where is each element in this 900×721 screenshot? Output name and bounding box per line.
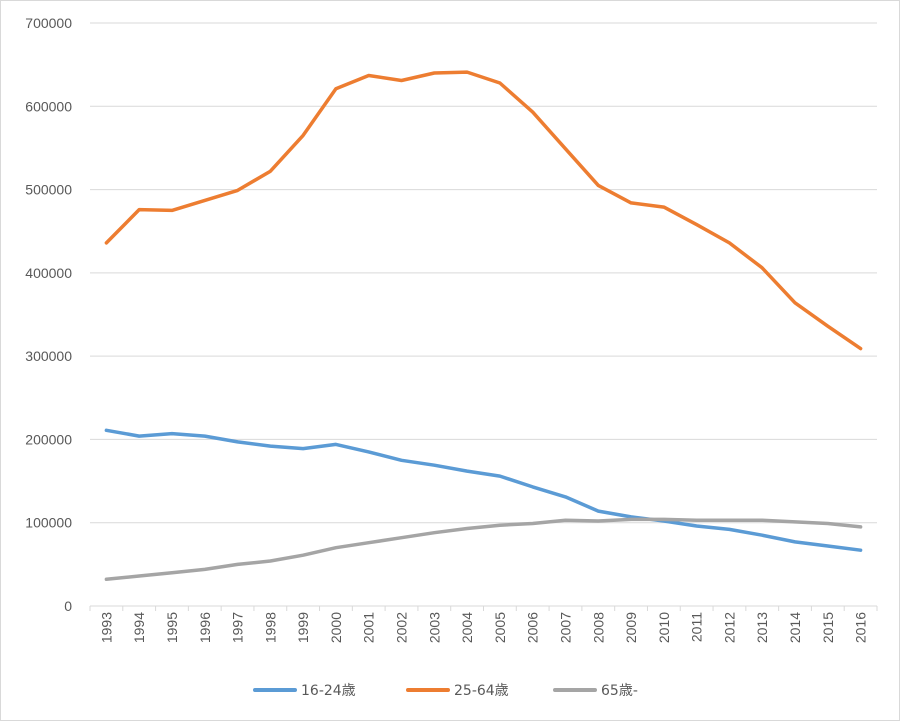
x-tick-label: 2003	[426, 612, 442, 643]
y-tick-label: 200000	[25, 431, 72, 447]
gridlines	[90, 22, 877, 524]
y-tick-label: 100000	[25, 515, 72, 531]
y-tick-label: 0	[64, 598, 72, 614]
x-tick-label: 2013	[754, 612, 770, 643]
x-tick-label: 1997	[230, 612, 246, 643]
series-line	[104, 428, 863, 552]
x-tick-label: 1996	[197, 612, 213, 643]
y-tick-label: 500000	[25, 182, 72, 198]
x-tick-label: 2008	[590, 612, 606, 643]
x-tick-label: 2000	[328, 612, 344, 643]
y-tick-label: 700000	[25, 15, 72, 31]
x-tick-label: 2005	[492, 612, 508, 643]
x-tick-label: 1993	[98, 612, 114, 643]
x-tick-label: 2001	[361, 612, 377, 643]
legend-label: 65歳-	[601, 683, 638, 699]
x-tick-label: 1995	[164, 612, 180, 643]
series-line	[104, 70, 863, 351]
x-tick-label: 2002	[394, 612, 410, 643]
series-lines	[104, 70, 863, 582]
legend-label: 16-24歳	[301, 683, 356, 699]
x-tick-label: 2014	[787, 612, 803, 643]
series-line	[104, 517, 863, 582]
x-tick-label: 2009	[623, 612, 639, 643]
x-tick-label: 2004	[459, 612, 475, 643]
x-tick-label: 1999	[295, 612, 311, 643]
x-tick-label: 2011	[689, 612, 705, 642]
y-tick-label: 300000	[25, 348, 72, 364]
y-tick-label: 400000	[25, 265, 72, 281]
x-axis-tick-labels: 1993 1994 1995 1996 1997 1998 1999 2000 2001 2002…	[98, 612, 868, 643]
x-tick-label: 2010	[656, 612, 672, 643]
x-tick-label: 1998	[262, 612, 278, 643]
x-tick-label: 2007	[557, 612, 573, 643]
y-tick-label: 600000	[25, 98, 72, 114]
x-tick-label: 2006	[525, 612, 541, 643]
x-tick-label: 2016	[853, 612, 869, 643]
y-axis-tick-labels: 0 100000 200000 300000 400000 500000 600000 700…	[25, 15, 72, 614]
x-tick-label: 2015	[820, 612, 836, 643]
x-tick-label: 2012	[721, 612, 737, 643]
legend-label: 25-64歳	[454, 683, 509, 699]
legend: 16-24歳 25-64歳 65歳-	[253, 683, 638, 699]
x-axis	[89, 605, 878, 611]
x-tick-label: 1994	[131, 612, 147, 643]
